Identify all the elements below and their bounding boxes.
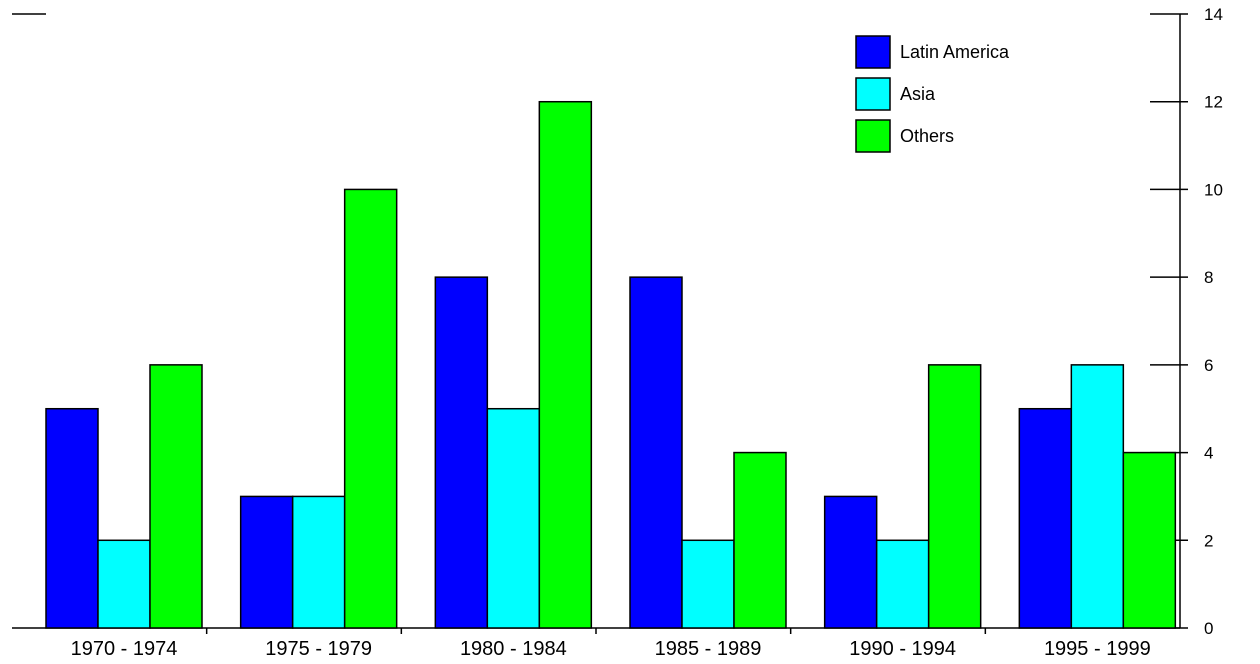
x-tick-label: 1980 - 1984 xyxy=(460,638,567,660)
y-tick-label: 12 xyxy=(1204,93,1223,112)
bar xyxy=(343,188,398,629)
bar xyxy=(291,495,346,629)
bar xyxy=(629,276,683,629)
x-tick-label: 1990 - 1994 xyxy=(849,638,956,660)
bar xyxy=(733,451,787,629)
x-tick-label: 1970 - 1974 xyxy=(71,638,178,660)
bar xyxy=(239,495,294,629)
bar xyxy=(1018,407,1073,629)
legend-swatch xyxy=(855,119,891,153)
x-tick-label: 1975 - 1979 xyxy=(265,638,372,660)
legend-swatch xyxy=(855,77,891,111)
y-tick-label: 4 xyxy=(1204,444,1213,463)
bar xyxy=(927,364,982,629)
legend-label: Others xyxy=(900,126,954,146)
bar xyxy=(45,407,99,629)
bar xyxy=(97,539,151,629)
bars xyxy=(45,100,1177,629)
bar xyxy=(434,276,489,629)
bar xyxy=(1122,451,1177,629)
bar xyxy=(538,100,593,629)
y-tick-label: 2 xyxy=(1204,531,1213,550)
bar xyxy=(486,407,541,629)
bar xyxy=(1070,364,1125,629)
legend-label: Latin America xyxy=(900,42,1010,62)
y-tick-label: 8 xyxy=(1204,268,1213,287)
y-tick-label: 0 xyxy=(1204,619,1213,638)
legend-label: Asia xyxy=(900,84,936,104)
y-tick-label: 10 xyxy=(1204,180,1223,199)
axes: 0 2 4 6 8 10 12 14 1970 - 1974 1975 - 1979 1980 - … xyxy=(12,5,1223,660)
x-tick-label: 1985 - 1989 xyxy=(655,638,762,660)
x-tick-label: 1995 - 1999 xyxy=(1044,638,1151,660)
legend: Latin America Asia Others xyxy=(855,35,1010,153)
y-tick-label: 6 xyxy=(1204,356,1213,375)
bar xyxy=(875,539,930,629)
bar xyxy=(823,495,878,629)
bar xyxy=(681,539,735,629)
legend-swatch xyxy=(855,35,891,69)
bar xyxy=(149,364,203,629)
y-tick-label: 14 xyxy=(1204,5,1223,24)
